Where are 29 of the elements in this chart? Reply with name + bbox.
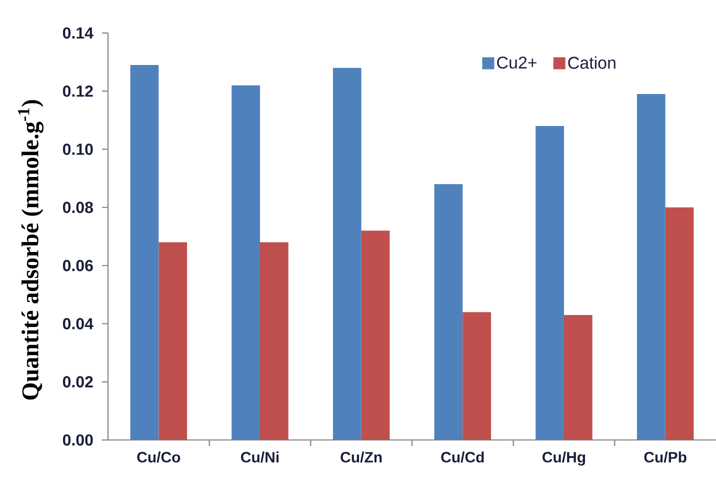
bar — [434, 184, 463, 440]
y-axis-title: Quantité adsorbé (mmole.g$^{-1}$) — [18, 100, 44, 400]
bar — [158, 242, 188, 440]
x-tick-label: Cu/Co — [137, 452, 180, 463]
y-tick-label: 0.06 — [62, 260, 93, 272]
bar — [361, 230, 390, 440]
bar — [636, 94, 666, 440]
y-tick-label: 0.14 — [62, 27, 94, 39]
bar — [564, 314, 592, 440]
y-tick-label: 0.10 — [62, 144, 93, 155]
bar — [130, 64, 159, 440]
bar — [462, 312, 492, 440]
x-tick-label: Cu/Cd — [441, 452, 484, 463]
y-tick-label: 0.02 — [62, 376, 93, 388]
x-tick-label: Cu/Zn — [340, 452, 382, 463]
bar — [536, 126, 564, 440]
bar — [232, 85, 260, 440]
bar — [665, 207, 694, 440]
legend-label: Cation — [568, 56, 616, 69]
x-tick-label: Cu/Ni — [241, 452, 279, 463]
y-tick-label: 0.12 — [62, 85, 93, 97]
x-tick-label: Cu/Pb — [644, 452, 686, 463]
x-tick-label: Cu/Hg — [542, 452, 586, 466]
y-tick-label: 0.08 — [62, 202, 93, 214]
bar — [332, 68, 362, 440]
legend-label: Cu2+ — [497, 56, 537, 69]
y-tick-label: 0.00 — [62, 434, 93, 446]
bar — [260, 242, 288, 440]
y-tick-label: 0.04 — [62, 318, 94, 330]
